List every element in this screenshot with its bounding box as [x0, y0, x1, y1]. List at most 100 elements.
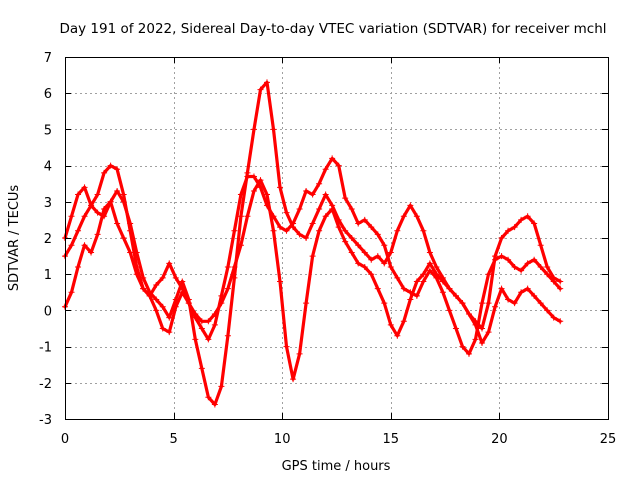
data-point — [309, 220, 316, 227]
data-point — [88, 249, 95, 256]
data-point — [81, 184, 88, 191]
data-point — [426, 267, 433, 274]
data-point — [120, 191, 127, 198]
data-point — [387, 321, 394, 328]
y-axis-label: SDTVAR / TECUs — [7, 185, 22, 292]
data-point — [420, 227, 427, 234]
data-point — [159, 274, 166, 281]
data-point — [465, 350, 472, 357]
series-layer — [62, 79, 564, 408]
data-point — [283, 227, 290, 234]
data-point — [368, 256, 375, 263]
data-point — [114, 187, 121, 194]
data-point — [361, 249, 368, 256]
data-point — [218, 300, 225, 307]
data-point — [472, 318, 479, 325]
data-point — [557, 285, 564, 292]
data-point — [505, 227, 512, 234]
data-point — [185, 300, 192, 307]
chart-title: Day 191 of 2022, Sidereal Day-to-day VTE… — [59, 21, 606, 37]
data-point — [348, 206, 355, 213]
data-point — [94, 209, 101, 216]
data-point — [355, 260, 362, 267]
data-point — [159, 325, 166, 332]
data-point — [544, 271, 551, 278]
data-point — [114, 220, 121, 227]
data-point — [218, 383, 225, 390]
data-point — [355, 242, 362, 249]
data-point — [250, 173, 257, 180]
data-point — [400, 285, 407, 292]
x-axis-label: GPS time / hours — [282, 459, 391, 474]
data-point — [309, 253, 316, 260]
data-point — [550, 274, 557, 281]
data-point — [198, 365, 205, 372]
data-point — [433, 271, 440, 278]
data-point — [153, 282, 160, 289]
data-point — [250, 187, 257, 194]
data-point — [303, 300, 310, 307]
series-3 — [62, 177, 564, 383]
data-point — [335, 224, 342, 231]
data-point — [492, 303, 499, 310]
data-point — [250, 126, 257, 133]
data-point — [544, 263, 551, 270]
x-tick-label: 15 — [383, 432, 400, 447]
data-point — [140, 285, 147, 292]
data-point — [413, 278, 420, 285]
data-point — [153, 307, 160, 314]
data-point — [140, 274, 147, 281]
data-point — [537, 242, 544, 249]
data-point — [316, 180, 323, 187]
data-point — [198, 325, 205, 332]
data-point — [263, 79, 270, 86]
data-point — [172, 274, 179, 281]
data-point — [544, 307, 551, 314]
data-point — [68, 242, 75, 249]
data-point — [296, 206, 303, 213]
data-point — [420, 271, 427, 278]
data-point — [368, 271, 375, 278]
y-tick-label: -2 — [39, 377, 52, 392]
data-point — [270, 126, 277, 133]
data-point — [270, 227, 277, 234]
data-point — [400, 213, 407, 220]
data-point — [394, 332, 401, 339]
data-point — [224, 332, 231, 339]
data-point — [531, 256, 538, 263]
data-point — [413, 213, 420, 220]
data-point — [518, 267, 525, 274]
data-point — [107, 162, 114, 169]
data-point — [127, 220, 134, 227]
y-tick-label: -1 — [39, 341, 52, 356]
data-point — [485, 300, 492, 307]
data-point — [361, 216, 368, 223]
data-point — [524, 213, 531, 220]
data-point — [348, 249, 355, 256]
data-point — [498, 285, 505, 292]
data-point — [244, 169, 251, 176]
data-point — [407, 296, 414, 303]
data-point — [537, 300, 544, 307]
data-point — [407, 202, 414, 209]
data-point — [166, 329, 173, 336]
data-point — [322, 213, 329, 220]
data-point — [439, 278, 446, 285]
x-tick-label: 20 — [491, 432, 508, 447]
data-point — [283, 209, 290, 216]
data-point — [114, 166, 121, 173]
data-point — [309, 191, 316, 198]
x-tick-label: 0 — [61, 432, 69, 447]
data-point — [81, 213, 88, 220]
x-tick-label: 25 — [600, 432, 617, 447]
data-point — [127, 249, 134, 256]
data-point — [146, 292, 153, 299]
data-point — [68, 289, 75, 296]
data-point — [329, 206, 336, 213]
data-point — [166, 314, 173, 321]
data-point — [492, 253, 499, 260]
data-point — [211, 321, 218, 328]
data-point — [374, 253, 381, 260]
data-point — [518, 289, 525, 296]
